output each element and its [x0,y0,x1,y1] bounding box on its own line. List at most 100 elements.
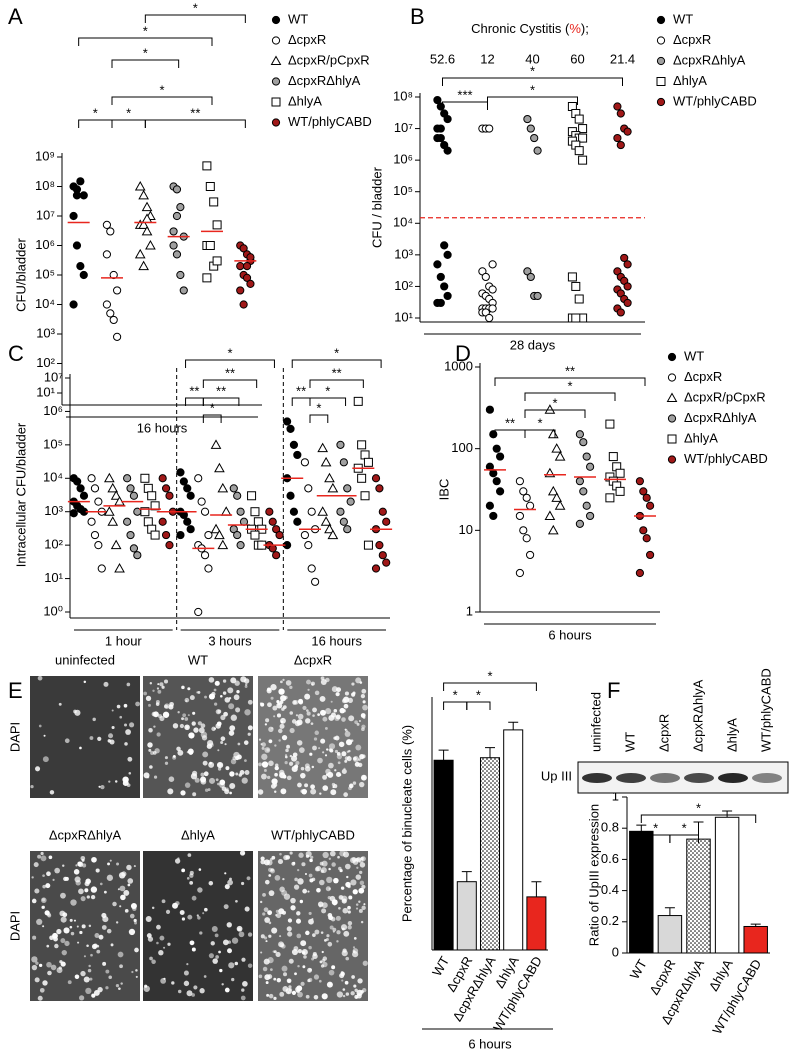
point [436,102,445,111]
significance-label: * [159,82,164,97]
nucleus [149,956,153,961]
nucleus [333,877,339,884]
nucleus [278,688,285,695]
nucleus [116,862,120,866]
point [289,440,299,449]
significance-bracket [78,119,113,128]
point [202,273,212,283]
point [515,511,525,521]
nucleus [177,711,180,714]
bar [479,757,501,951]
nucleus [350,991,355,996]
nucleus [117,951,124,958]
blot-band [616,773,646,783]
nucleus [77,941,80,944]
nucleus [149,682,153,685]
nucleus [322,716,328,722]
nucleus [286,744,290,749]
nucleus [362,700,366,704]
nucleus [145,916,152,923]
legend-marker [667,373,677,382]
nucleus [296,933,302,939]
nucleus [244,906,250,912]
nucleus [217,749,220,752]
nucleus [344,731,351,737]
nucleus [334,769,337,772]
nucleus [320,709,326,716]
nucleus [177,989,182,994]
point [526,124,535,133]
nucleus [295,714,299,717]
nucleus [164,761,169,765]
nucleus [228,962,235,969]
y-tick-label: 10⁶ [43,403,63,418]
nucleus [341,717,346,722]
legend-label: ΔcpxRΔhlyA [684,410,757,425]
nucleus [60,916,67,923]
point [205,182,215,191]
nucleus [257,789,264,795]
point [97,564,106,573]
nucleus [322,751,325,754]
nucleus [302,951,306,955]
nucleus [187,853,192,857]
significance-bracket [494,377,646,386]
nucleus [217,709,222,714]
nucleus [81,924,86,929]
blot-band [718,773,748,783]
significance-label: * [193,0,198,15]
nucleus [345,992,350,996]
nucleus [203,771,209,777]
nucleus [321,993,328,1000]
significance-bracket [443,682,537,691]
nucleus [358,908,363,913]
micrograph [30,676,140,798]
nucleus [284,755,288,759]
point [265,507,274,516]
nucleus [362,987,367,993]
legend-marker [270,55,282,65]
nucleus [305,718,311,724]
nucleus [223,904,229,910]
nucleus [199,988,205,994]
percentage-label: 12 [480,51,494,66]
nucleus [37,854,42,859]
point [210,439,222,449]
point [150,501,160,511]
nucleus [328,867,331,871]
nucleus [282,678,285,681]
nucleus [198,868,202,871]
point [158,517,167,526]
nucleus [70,899,77,906]
point [371,474,381,483]
nucleus [123,703,128,708]
nucleus [63,876,68,881]
point [433,260,442,269]
point [102,220,112,229]
point [217,482,229,493]
point [165,541,174,550]
panel-label: A [8,4,23,29]
nucleus [297,964,300,968]
nucleus [79,746,82,750]
nucleus [214,680,220,686]
significance-bracket [443,701,468,710]
nucleus [265,940,268,943]
nucleus [298,852,304,858]
nucleus [291,719,297,724]
x-category-label: 16 hours [311,633,362,648]
nucleus [356,866,359,869]
nucleus [61,949,67,956]
point [616,140,625,150]
nucleus [351,692,356,697]
nucleus [348,895,353,900]
nucleus [359,681,363,684]
nucleus [237,927,241,931]
point [320,516,332,526]
nucleus [134,947,139,953]
point [69,211,78,221]
nucleus [163,679,169,684]
nucleus [345,956,350,961]
nucleus [335,714,341,720]
nucleus [300,766,305,771]
